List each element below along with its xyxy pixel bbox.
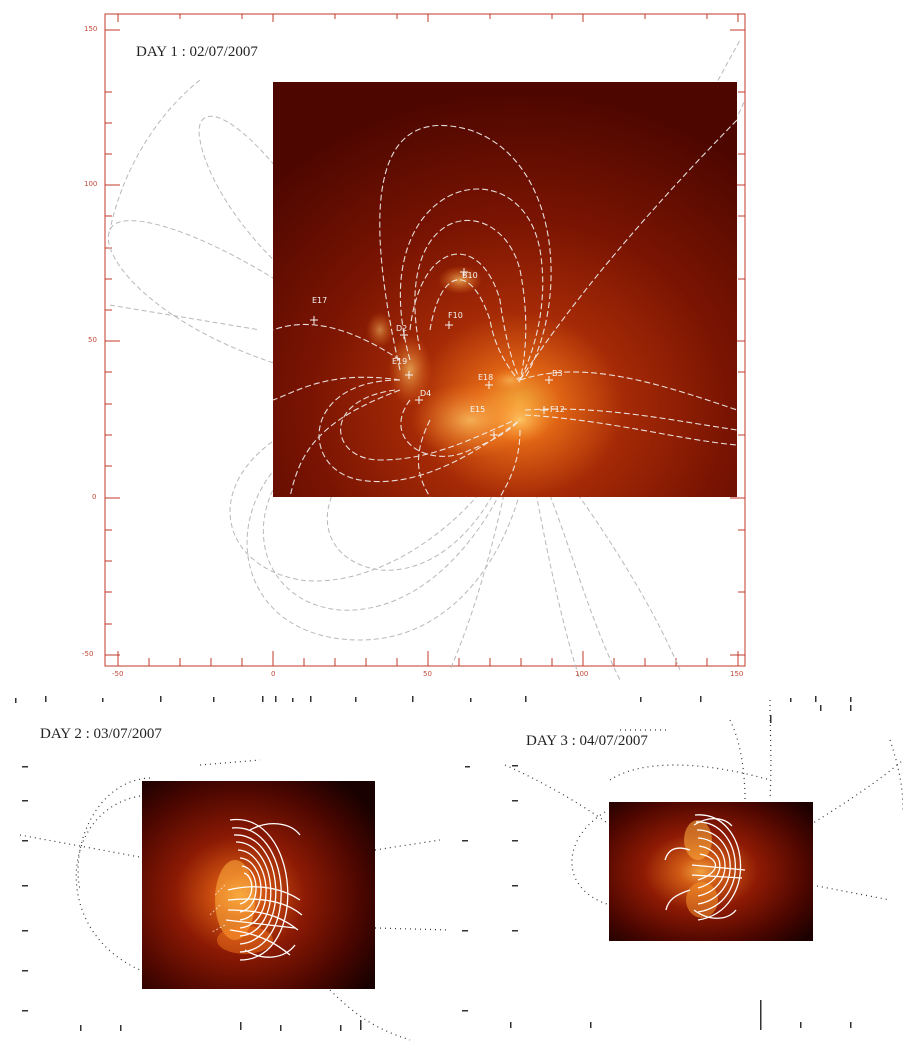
day2-plot bbox=[19, 759, 470, 1041]
x-tick-label: -50 bbox=[112, 670, 124, 678]
region-label: D4 bbox=[420, 389, 431, 398]
day1-ticks bbox=[105, 14, 745, 666]
day3-title: DAY 3 : 04/07/2007 bbox=[526, 733, 648, 749]
region-label: F10 bbox=[448, 311, 463, 320]
day2-solar-image bbox=[142, 781, 375, 989]
y-tick-label: 0 bbox=[92, 493, 97, 501]
day1-title: DAY 1 : 02/07/2007 bbox=[136, 44, 258, 60]
day1-panel: E17 B10 D2 F10 E19 D4 B3 E18 F12 E15 DAY… bbox=[82, 13, 746, 681]
day3-panel: DAY 3 : 04/07/2007 bbox=[470, 700, 903, 1044]
day2-title: DAY 2 : 03/07/2007 bbox=[40, 726, 162, 742]
day1-bottom-ticks bbox=[15, 696, 852, 703]
region-label: B3 bbox=[552, 369, 563, 378]
region-label: B10 bbox=[462, 271, 478, 280]
day3-plot bbox=[504, 700, 903, 1030]
day2-tick-marks bbox=[22, 766, 470, 1031]
region-label: E17 bbox=[312, 296, 327, 305]
y-tick-label: 100 bbox=[84, 180, 98, 188]
x-tick-label: 150 bbox=[730, 670, 744, 678]
day1-region-markers bbox=[310, 268, 553, 439]
y-tick-label: -50 bbox=[82, 650, 94, 658]
region-label: E15 bbox=[470, 405, 485, 414]
day2-outer-field-lines bbox=[19, 759, 451, 1041]
day2-dashed-overlay bbox=[209, 884, 226, 933]
day1-axes-frame bbox=[104, 13, 746, 667]
day2-panel: DAY 2 : 03/07/2007 bbox=[0, 700, 470, 1044]
x-tick-label: 50 bbox=[423, 670, 432, 678]
x-tick-label: 0 bbox=[271, 670, 276, 678]
region-label: E19 bbox=[392, 357, 407, 366]
day1-field-lines bbox=[272, 119, 738, 498]
day3-tick-marks bbox=[510, 705, 852, 1030]
y-tick-label: 50 bbox=[88, 336, 97, 344]
region-label: E18 bbox=[478, 373, 493, 382]
day2-field-lines bbox=[225, 819, 303, 961]
x-tick-label: 100 bbox=[575, 670, 589, 678]
day1-active-region bbox=[366, 266, 550, 458]
y-tick-label: 150 bbox=[84, 25, 98, 33]
region-label: D2 bbox=[396, 324, 407, 333]
day1-region-labels: E17 B10 D2 F10 E19 D4 B3 E18 F12 E15 bbox=[312, 271, 565, 414]
day1-plot: E17 B10 D2 F10 E19 D4 B3 E18 F12 E15 bbox=[104, 13, 746, 681]
region-label: F12 bbox=[550, 405, 565, 414]
day3-solar-image bbox=[609, 802, 813, 941]
day3-field-lines bbox=[664, 814, 746, 921]
